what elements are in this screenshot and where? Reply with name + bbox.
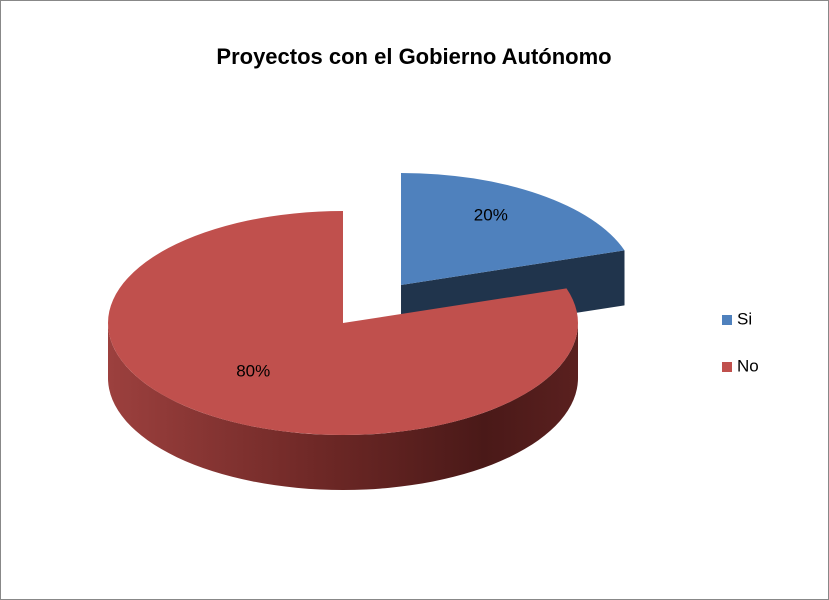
legend-label: No xyxy=(737,356,759,375)
data-label: 80% xyxy=(236,361,270,380)
legend-label: Si xyxy=(737,309,752,328)
data-label: 20% xyxy=(474,206,508,225)
chart-title: Proyectos con el Gobierno Autónomo xyxy=(216,44,611,69)
legend-swatch xyxy=(722,315,732,325)
slice xyxy=(401,172,625,285)
slice-side xyxy=(108,323,578,490)
pie: 20% 80% xyxy=(107,172,625,490)
legend-swatch xyxy=(722,362,732,372)
slice xyxy=(107,211,579,436)
legend: Si No xyxy=(722,309,759,375)
